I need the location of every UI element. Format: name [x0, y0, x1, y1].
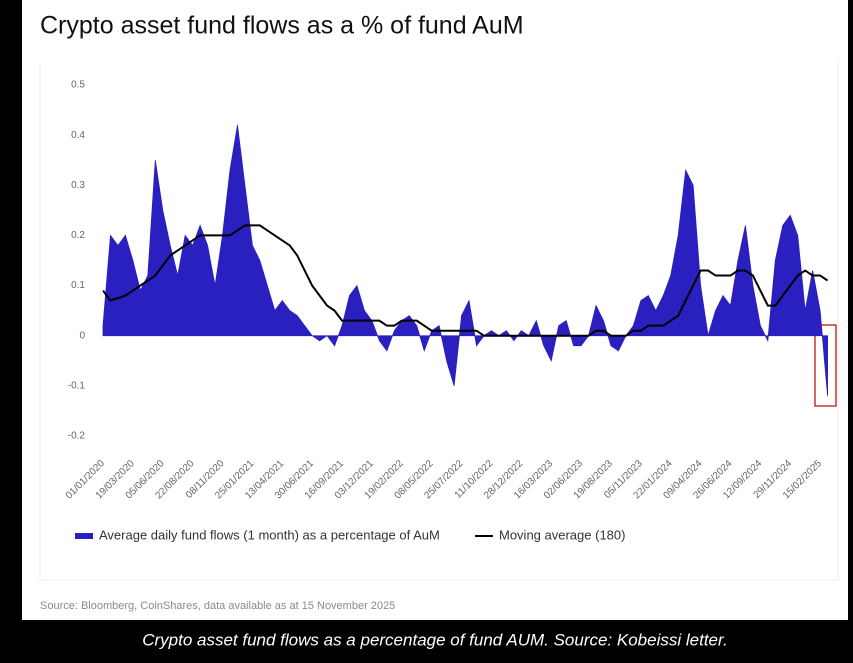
caption: Crypto asset fund flows as a percentage … — [142, 630, 728, 649]
highlight-box — [814, 324, 837, 407]
y-tick-label: 0.4 — [71, 130, 85, 141]
y-tick-label: 0.5 — [71, 80, 85, 91]
y-tick-label: 0.1 — [71, 280, 85, 291]
y-tick-label: -0.1 — [68, 380, 86, 391]
moving-average-line — [102, 224, 829, 337]
y-tick-label: 0 — [79, 330, 85, 341]
chart-title: Crypto asset fund flows as a % of fund A… — [40, 12, 524, 40]
flow-area — [102, 125, 828, 396]
legend-label: Moving average (180) — [499, 527, 625, 542]
legend-label: Average daily fund flows (1 month) as a … — [99, 527, 440, 542]
source: Source: Bloomberg, CoinShares, data avai… — [40, 600, 395, 612]
y-tick-label: -0.2 — [68, 431, 86, 442]
caption-bar — [0, 620, 853, 663]
legend-swatch — [75, 533, 93, 539]
y-tick-label: 0.2 — [71, 230, 85, 241]
y-tick-label: 0.3 — [71, 180, 85, 191]
